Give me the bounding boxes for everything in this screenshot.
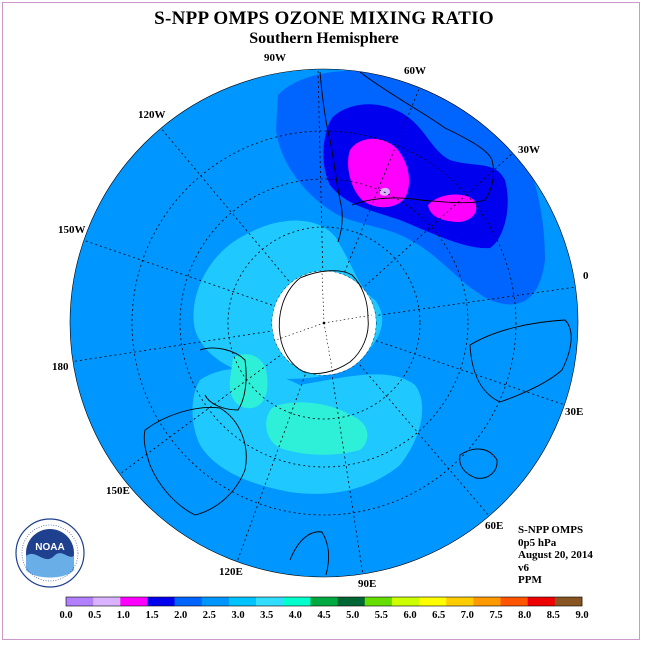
legend-label: 2.0: [174, 610, 187, 621]
map-boundary: [69, 68, 579, 578]
lon-label-120E: 120E: [219, 566, 243, 578]
legend-label: 1.0: [117, 610, 130, 621]
map-title: S-NPP OMPS OZONE MIXING RATIO: [154, 8, 494, 29]
legend-label: 0.5: [88, 610, 101, 621]
map-info-block: S-NPP OMPS 0p5 hPa August 20, 2014 v6 PP…: [518, 524, 593, 587]
legend-swatch: [174, 597, 203, 606]
legend-label: 5.5: [375, 610, 388, 621]
lon-label-90E: 90E: [358, 578, 376, 590]
legend-label: 5.0: [346, 610, 359, 621]
lon-label-90W: 90W: [264, 52, 286, 64]
legend-swatch: [120, 597, 148, 606]
legend-label: 4.5: [317, 610, 330, 621]
south-pole-dot: [322, 321, 326, 325]
map-subtitle: Southern Hemisphere: [249, 30, 399, 47]
legend-swatch: [147, 597, 175, 606]
lon-label-0: 0: [583, 270, 589, 282]
info-level: 0p5 hPa: [518, 536, 557, 549]
legend-swatch: [310, 597, 338, 606]
legend-label: 3.0: [231, 610, 244, 621]
legend-swatch: [201, 597, 230, 606]
inner-meridians: [275, 271, 373, 375]
meridians: [70, 69, 577, 576]
legend-swatch: [256, 597, 284, 606]
legend-swatch: [93, 597, 121, 606]
legend-label: 6.0: [403, 610, 416, 621]
legend-label: 2.5: [203, 610, 216, 621]
info-version: v6: [518, 561, 529, 574]
lon-label-30W: 30W: [518, 144, 540, 156]
lon-label-150W: 150W: [58, 224, 86, 236]
contour-3.5-region-a: [229, 354, 268, 409]
info-date: August 20, 2014: [518, 549, 593, 562]
legend-label: 3.5: [260, 610, 273, 621]
legend-label: 1.5: [145, 610, 158, 621]
lon-label-120W: 120W: [138, 109, 166, 121]
legend-swatch: [391, 597, 420, 606]
info-instrument: S-NPP OMPS: [518, 524, 584, 536]
legend-swatch: [419, 597, 447, 606]
coastlines: [143, 71, 572, 576]
legend-swatch: [364, 597, 393, 606]
legend-swatch: [500, 597, 528, 606]
contour-1.0-region-a: [348, 138, 410, 208]
legend-swatch: [66, 597, 94, 606]
legend-label: 4.0: [289, 610, 302, 621]
legend-swatch: [337, 597, 366, 606]
legend-swatch: [228, 597, 257, 606]
antarctica-coastline: [278, 270, 369, 374]
legend-swatch: [554, 597, 583, 606]
legend-label: 8.5: [547, 610, 560, 621]
legend-swatch: [283, 597, 311, 606]
legend-label: 9.0: [575, 610, 588, 621]
legend-swatch: [446, 597, 474, 606]
legend-label: 0.0: [59, 610, 72, 621]
legend-label: 7.0: [461, 610, 474, 621]
lon-label-180: 180: [52, 361, 69, 373]
lon-label-60W: 60W: [404, 65, 426, 77]
legend-swatch: [473, 597, 501, 606]
legend-swatch: [527, 597, 556, 606]
info-units: PPM: [518, 574, 542, 587]
legend-label: 7.5: [489, 610, 502, 621]
contour-0.5-speck: [380, 187, 390, 196]
legend-frame: [65, 596, 583, 607]
noaa-logo: NOAA: [15, 518, 85, 588]
lon-label-30E: 30E: [565, 406, 583, 418]
lon-label-60E: 60E: [485, 520, 503, 532]
lon-label-150E: 150E: [106, 485, 130, 497]
legend-label: 6.5: [432, 610, 445, 621]
noaa-logo-text: NOAA: [35, 542, 64, 553]
image-frame: [2, 2, 640, 640]
legend-label: 8.0: [518, 610, 531, 621]
